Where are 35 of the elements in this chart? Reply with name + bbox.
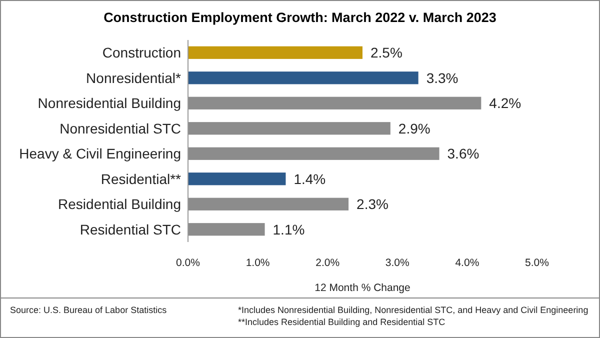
y-tick-label: Residential STC (80, 221, 181, 238)
x-tick-label: 1.0% (246, 257, 270, 269)
data-label: 1.4% (294, 170, 326, 187)
bar (188, 172, 286, 186)
text: **Includes Residential Building and Residential STC (238, 317, 446, 327)
y-tick-label: Nonresidential* (86, 70, 182, 86)
y-tick-label: Residential** (100, 170, 182, 187)
chart-title: Construction Employment Growth: March 2022 v. March 2023 (104, 10, 497, 25)
x-axis-title: 12 Month % Change (314, 282, 411, 294)
data-label: 2.5% (370, 44, 402, 61)
x-tick-label: 5.0% (525, 257, 549, 269)
bar (188, 147, 440, 160)
bar (188, 122, 390, 135)
data-label: 2.9% (398, 120, 430, 136)
data-label: 3.6% (447, 146, 480, 162)
y-tick-label: Residential Building (58, 196, 181, 212)
x-tick-label: 0.0% (176, 257, 200, 269)
y-tick-label: Nonresidential Building (38, 95, 181, 112)
y-tick-label: Heavy & Civil Engineering (19, 146, 181, 162)
x-tick-label: 4.0% (455, 257, 480, 269)
bar (188, 96, 482, 110)
x-tick-label: 2.0% (316, 257, 340, 269)
bar (188, 46, 362, 59)
y-tick-label: Construction (102, 44, 181, 61)
bar (188, 72, 418, 84)
source-note: Source: U.S. Bureau of Labor Statistics (10, 305, 168, 315)
data-label: 3.3% (426, 70, 458, 86)
bar (188, 223, 265, 236)
data-label: 4.2% (489, 95, 522, 112)
x-tick-label: 3.0% (385, 257, 410, 269)
text: *Includes Nonresidential Building, Nonresidential STC, and Heavy and Civil Engineering (238, 305, 588, 315)
bar (188, 198, 349, 210)
y-tick-label: Nonresidential STC (60, 120, 181, 136)
data-label: 1.1% (272, 221, 305, 238)
data-label: 2.3% (356, 196, 388, 212)
